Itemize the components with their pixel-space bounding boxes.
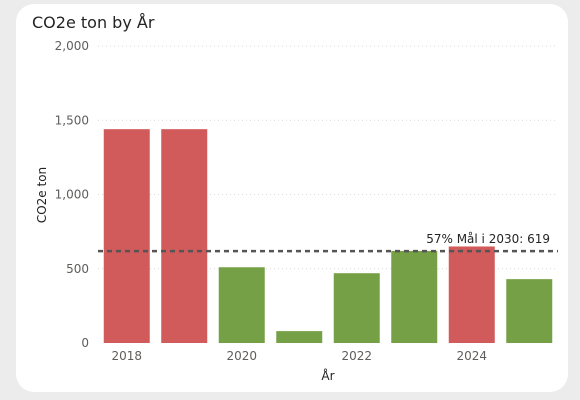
reference-line-group: 57% Mål i 2030: 619 <box>98 232 558 253</box>
x-tick-label: 2020 <box>226 349 257 363</box>
bar-2021[interactable] <box>276 331 323 343</box>
y-axis-title: CO2e ton <box>35 167 49 223</box>
y-axis-ticks: 0 500 1,000 1,500 2,000 <box>55 39 89 350</box>
bar-2022[interactable] <box>333 273 380 343</box>
chart-title: CO2e ton by År <box>32 13 155 32</box>
bar-2024[interactable] <box>448 246 495 343</box>
bar-2019[interactable] <box>161 129 208 343</box>
y-tick-label: 0 <box>81 336 89 350</box>
reference-line-label: 57% Mål i 2030: 619 <box>426 232 550 246</box>
bars <box>103 129 553 343</box>
x-tick-label: 2024 <box>456 349 487 363</box>
bar-2020[interactable] <box>218 267 265 343</box>
bar-2025[interactable] <box>506 279 553 343</box>
bar-2023[interactable] <box>391 250 438 343</box>
y-tick-label: 1,500 <box>55 113 89 127</box>
x-tick-label: 2018 <box>111 349 142 363</box>
y-tick-label: 1,000 <box>55 188 89 202</box>
x-tick-label: 2022 <box>341 349 372 363</box>
x-axis-ticks: 2018 2020 2022 2024 <box>111 349 487 363</box>
x-axis-title: År <box>321 368 334 383</box>
y-tick-label: 500 <box>66 262 89 276</box>
y-tick-label: 2,000 <box>55 39 89 53</box>
bar-2018[interactable] <box>103 129 150 343</box>
